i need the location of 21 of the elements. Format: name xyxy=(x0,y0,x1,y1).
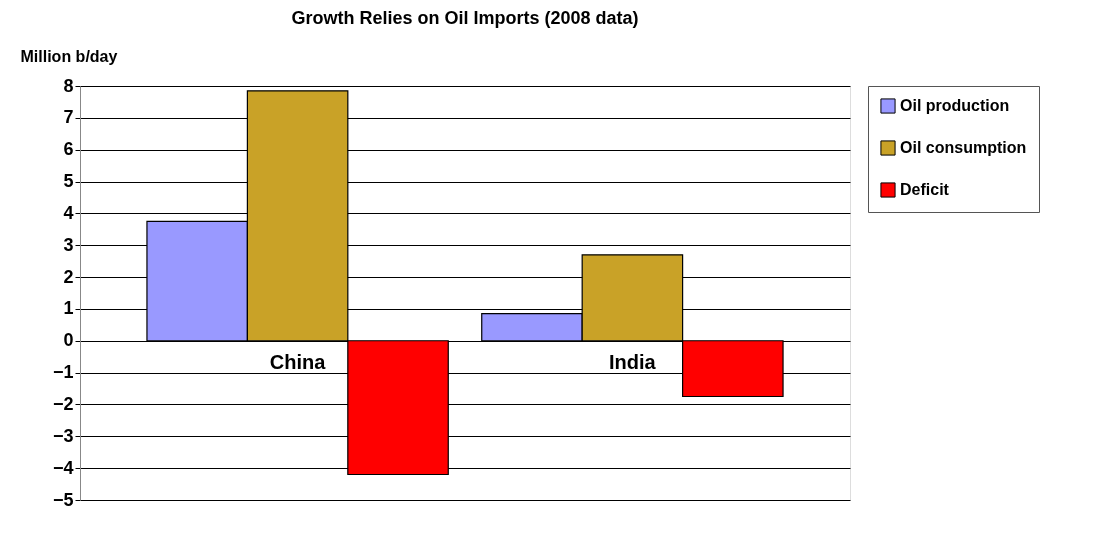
y-tick-label: −1 xyxy=(52,362,74,383)
legend-label: Oil consumption xyxy=(900,139,1027,156)
x-tick-label: China xyxy=(269,351,327,374)
legend-label: Oil production xyxy=(900,97,1010,114)
y-tick-label: 8 xyxy=(63,75,74,96)
y-tick-label: −4 xyxy=(52,457,74,478)
y-tick-label: 2 xyxy=(63,266,74,287)
y-tick-label: 3 xyxy=(63,234,74,255)
y-tick-label: −2 xyxy=(52,393,74,414)
legend-label: Deficit xyxy=(900,181,950,198)
y-tick-label: 0 xyxy=(63,330,74,351)
chart-title: Growth Relies on Oil Imports (2008 data) xyxy=(291,8,639,28)
y-tick-label: 4 xyxy=(63,202,74,223)
y-tick-label: 1 xyxy=(63,298,74,319)
y-tick-label: −3 xyxy=(52,425,74,446)
x-tick-label: India xyxy=(609,351,657,374)
y-tick-label: 7 xyxy=(63,107,74,128)
y-tick-label: −5 xyxy=(52,489,74,510)
y-tick-label: 5 xyxy=(63,171,74,192)
y-axis-title: Million b/day xyxy=(20,47,118,65)
y-tick-label: 6 xyxy=(63,139,74,160)
